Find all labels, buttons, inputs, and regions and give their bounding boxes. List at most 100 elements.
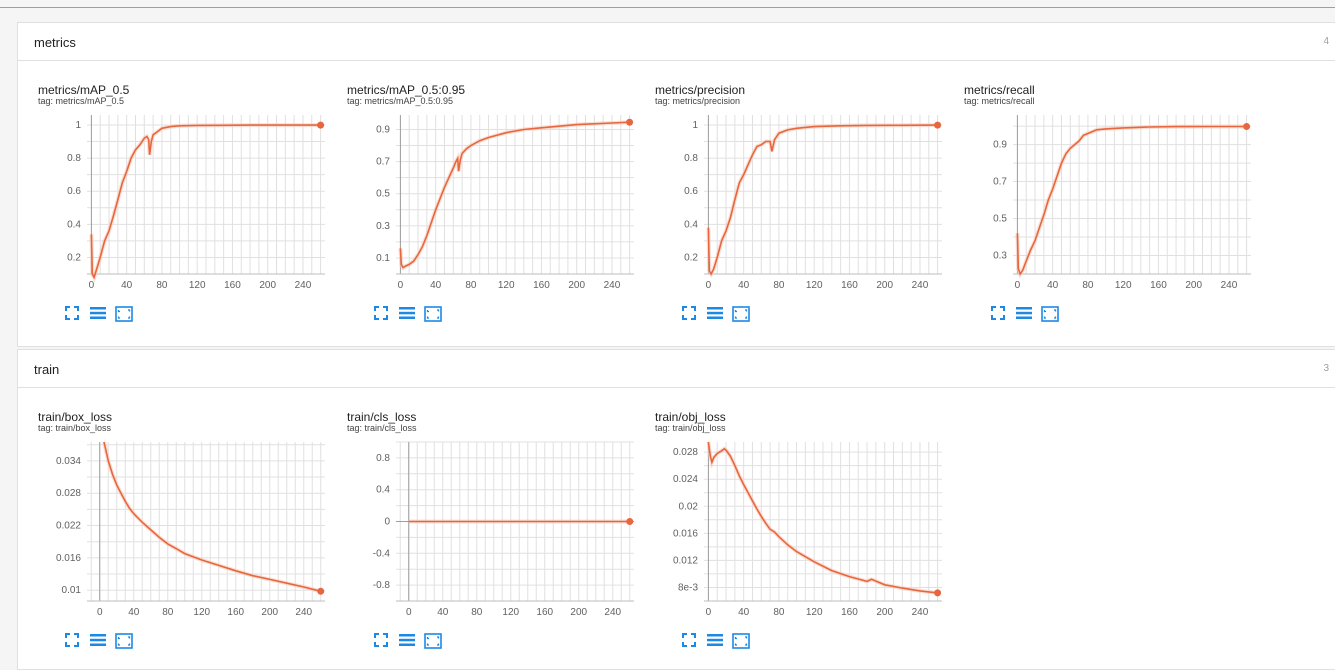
card-tag: tag: metrics/mAP_0.5:0.95 <box>347 96 454 106</box>
y-tick-label: 0.5 <box>993 214 1007 225</box>
last-point-marker <box>317 121 325 129</box>
fullscreen-icon[interactable] <box>991 306 1011 324</box>
x-tick-label: 240 <box>295 607 312 618</box>
x-tick-label: 40 <box>121 280 133 291</box>
x-tick-label: 160 <box>533 280 550 291</box>
train-section: train 3 train/box_loss tag: train/box_lo… <box>17 349 1335 670</box>
card-title: train/obj_loss <box>655 410 726 424</box>
toggle-y-log-icon[interactable] <box>89 306 109 324</box>
y-tick-label: 0.028 <box>673 447 698 458</box>
line-chart[interactable]: 0 40 80 120 160 200 240 0.1 0.3 0.5 0.7 0.9 <box>344 109 644 309</box>
x-tick-label: 240 <box>1221 280 1238 291</box>
fullscreen-icon[interactable] <box>65 306 85 324</box>
card-tag: tag: train/obj_loss <box>655 423 726 433</box>
x-tick-label: 160 <box>536 607 553 618</box>
x-tick-label: 80 <box>465 280 477 291</box>
scalar-card-precision: metrics/precision tag: metrics/precision… <box>652 83 952 343</box>
x-tick-label: 160 <box>1150 280 1167 291</box>
fit-domain-icon[interactable] <box>732 633 752 651</box>
toggle-y-log-icon[interactable] <box>706 633 726 651</box>
x-tick-label: 40 <box>437 607 449 618</box>
x-tick-label: 0 <box>398 280 404 291</box>
x-tick-label: 40 <box>738 280 750 291</box>
y-tick-label: 0.7 <box>993 177 1007 188</box>
card-title: metrics/mAP_0.5 <box>38 83 130 97</box>
y-tick-label: 0.4 <box>67 219 81 230</box>
scalar-card-recall: metrics/recall tag: metrics/recall 0 40 80… <box>961 83 1261 343</box>
x-tick-label: 0 <box>706 607 712 618</box>
fit-domain-icon[interactable] <box>424 633 444 651</box>
y-tick-label: 0.01 <box>62 585 82 596</box>
x-tick-label: 200 <box>568 280 585 291</box>
card-title: train/box_loss <box>38 410 113 424</box>
fit-domain-icon[interactable] <box>732 306 752 324</box>
y-tick-label: 0.8 <box>376 453 390 464</box>
series-line <box>1016 125 1247 276</box>
x-tick-label: 160 <box>224 280 241 291</box>
line-chart[interactable]: 0 40 80 120 160 200 240 0.01 0.016 0.022 0.028 0.03… <box>35 436 335 636</box>
y-tick-label: 0.02 <box>679 501 699 512</box>
fullscreen-icon[interactable] <box>374 306 394 324</box>
y-tick-label: -0.8 <box>373 580 391 591</box>
y-tick-label: 0.016 <box>56 553 81 564</box>
card-tag: tag: train/cls_loss <box>347 423 417 433</box>
card-tag: tag: train/box_loss <box>38 423 112 433</box>
fullscreen-icon[interactable] <box>374 633 394 651</box>
y-tick-label: 0.9 <box>376 124 390 135</box>
y-tick-label: -0.4 <box>373 548 391 559</box>
fit-domain-icon[interactable] <box>424 306 444 324</box>
x-tick-label: 80 <box>156 280 168 291</box>
toggle-y-log-icon[interactable] <box>89 633 109 651</box>
line-chart[interactable]: 0 40 80 120 160 200 240 0.2 0.4 0.6 0.8 1 <box>652 109 952 309</box>
y-tick-label: 0.2 <box>684 252 698 263</box>
x-tick-label: 240 <box>604 280 621 291</box>
y-tick-label: 0.3 <box>993 251 1007 262</box>
y-tick-label: 0.5 <box>376 189 390 200</box>
x-tick-label: 120 <box>806 607 823 618</box>
line-chart[interactable]: 0 40 80 120 160 200 240 -0.8 -0.4 0 0.4 0.8 <box>344 436 644 636</box>
y-tick-label: 0.6 <box>684 186 698 197</box>
y-tick-label: 0.012 <box>673 555 698 566</box>
fit-domain-icon[interactable] <box>115 306 135 324</box>
fit-domain-icon[interactable] <box>115 633 135 651</box>
x-tick-label: 0 <box>1015 280 1021 291</box>
fit-domain-icon[interactable] <box>1041 306 1061 324</box>
line-chart[interactable]: 0 40 80 120 160 200 240 0.3 0.5 0.7 0.9 <box>961 109 1261 309</box>
y-tick-label: 8e-3 <box>678 582 698 593</box>
toggle-y-log-icon[interactable] <box>398 306 418 324</box>
metrics-section-header[interactable]: metrics 4 <box>18 23 1335 61</box>
x-tick-label: 200 <box>1185 280 1202 291</box>
fullscreen-icon[interactable] <box>682 633 702 651</box>
card-tag: tag: metrics/mAP_0.5 <box>38 96 125 106</box>
toggle-y-log-icon[interactable] <box>398 633 418 651</box>
scalar-card-map-0-5: metrics/mAP_0.5 tag: metrics/mAP_0.5 0 40… <box>35 83 335 343</box>
x-tick-label: 40 <box>430 280 442 291</box>
line-chart[interactable]: 0 40 80 120 160 200 240 0.2 0.4 0.6 0.8 1 <box>35 109 335 309</box>
x-tick-label: 200 <box>876 280 893 291</box>
x-tick-label: 160 <box>227 607 244 618</box>
x-tick-label: 240 <box>604 607 621 618</box>
x-tick-label: 200 <box>876 607 893 618</box>
fullscreen-icon[interactable] <box>682 306 702 324</box>
toggle-y-log-icon[interactable] <box>706 306 726 324</box>
y-tick-label: 0.016 <box>673 528 698 539</box>
y-tick-label: 0.4 <box>376 485 390 496</box>
train-section-header[interactable]: train 3 <box>18 350 1335 388</box>
y-tick-label: 0.8 <box>67 153 81 164</box>
fullscreen-icon[interactable] <box>65 633 85 651</box>
section-count: 3 <box>1323 363 1329 374</box>
line-chart[interactable]: 0 40 80 120 160 200 240 8e-3 0.012 0.016 0.02 0.024… <box>652 436 952 636</box>
card-tag: tag: metrics/recall <box>964 96 1035 106</box>
x-tick-label: 0 <box>89 280 95 291</box>
metrics-section: metrics 4 metrics/mAP_0.5 tag: metrics/m… <box>17 22 1335 347</box>
x-tick-label: 0 <box>406 607 412 618</box>
x-tick-label: 80 <box>1082 280 1094 291</box>
x-tick-label: 240 <box>912 607 929 618</box>
x-tick-label: 120 <box>189 280 206 291</box>
y-tick-label: 0.022 <box>56 521 81 532</box>
toggle-y-log-icon[interactable] <box>1015 306 1035 324</box>
x-tick-label: 200 <box>261 607 278 618</box>
x-tick-label: 240 <box>295 280 312 291</box>
section-count: 4 <box>1323 36 1329 47</box>
y-tick-label: 0.3 <box>376 221 390 232</box>
